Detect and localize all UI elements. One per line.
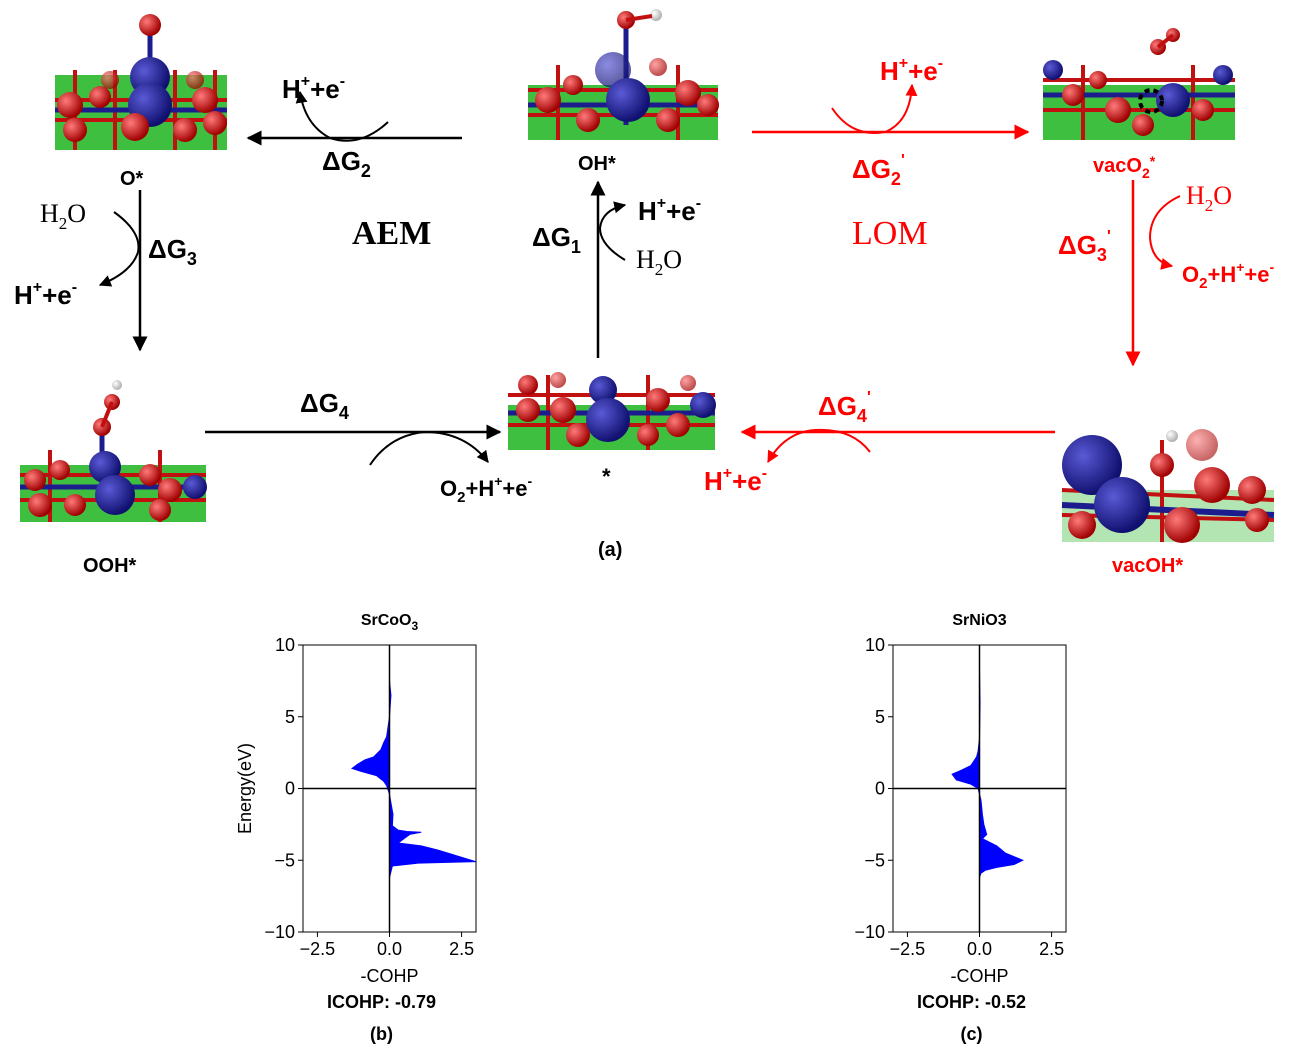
cohp-area [350,680,477,878]
aem-curl-dg3 [98,211,140,287]
species-dg2p-hplus: H++e- [880,55,943,86]
label-vac-oh-star: vacOH* [1112,555,1183,577]
species-dg1-hplus: H++e- [638,195,701,226]
y-tick-label: 10 [275,635,295,655]
species-dg3p-water: H2O [1186,181,1232,215]
panel-label-a: (a) [598,539,622,561]
y-tick-label: 0 [285,779,295,799]
icohp-value: ICOHP: -0.79 [327,992,436,1012]
species-dg3p-o2: O2+H++e- [1182,259,1275,292]
structure-vac-o2-star-image [1043,28,1235,140]
species-dg3-water: H2O [40,199,86,233]
y-tick-label: −5 [864,850,885,870]
cohp-chart-srnio3: SrNiO3 −2.5 0.0 2.5 10 5 0 −5 −10 -COHP ICOHP: -0.… [854,612,1067,1044]
y-tick-label: 10 [865,635,885,655]
y-tick-label: 5 [875,707,885,727]
lom-curl-dg2p [831,83,918,134]
structure-bare-site-image [508,372,716,450]
structure-vac-oh-star-image [1061,429,1275,543]
label-vac-o2-star: vacO2* [1093,153,1156,181]
label-dg1: ΔG1 [532,222,581,257]
y-tick-label: −5 [274,850,295,870]
label-dg3: ΔG3 [148,234,197,269]
label-ooh-star: OOH* [83,555,137,577]
species-dg4p-hplus: H++e- [704,465,767,496]
aem-curl-dg1 [598,201,627,261]
species-dg3-hplus: H++e- [14,279,77,310]
structure-ooh-star-image [20,380,207,522]
label-dg4: ΔG4 [300,388,349,423]
panel-label: (c) [961,1024,983,1044]
label-dg4p: ΔG4' [818,389,871,426]
lom-curl-dg4p [767,428,871,464]
structure-o-star-image [55,14,227,150]
label-dg2: ΔG2 [322,146,371,181]
label-aem: AEM [352,215,431,252]
x-axis-label: -COHP [951,966,1009,986]
label-dg3p: ΔG3' [1058,228,1111,265]
x-tick-label: −2.5 [890,939,926,959]
label-oh-star: OH* [578,153,616,175]
y-axis-label: Energy(eV) [235,743,255,834]
panel-label: (b) [370,1024,393,1044]
y-tick-label: −10 [854,922,885,942]
label-dg2p: ΔG2' [852,152,905,189]
y-tick-label: 5 [285,707,295,727]
species-dg4-o2: O2+H++e- [440,473,533,506]
chart-title: SrCoO3 [361,612,419,633]
x-tick-label: 0.0 [967,939,992,959]
species-dg1-water: H2O [636,245,682,279]
structure-oh-star-image [528,9,719,140]
y-tick-label: −10 [264,922,295,942]
label-lom: LOM [852,215,928,252]
aem-curl-dg4 [369,430,489,466]
cohp-area [951,673,1024,878]
species-dg2-hplus: H++e- [282,73,345,104]
x-axis-label: -COHP [361,966,419,986]
icohp-value: ICOHP: -0.52 [917,992,1026,1012]
aem-curl-dg2 [295,90,389,142]
lom-curl-dg3p [1148,195,1181,270]
x-tick-label: −2.5 [300,939,336,959]
x-tick-label: 0.0 [377,939,402,959]
cohp-chart-srcoo3: SrCoO3 −2.5 0.0 2.5 10 5 0 −5 −10 -COHP Energy(eV)… [235,612,477,1044]
y-tick-label: 0 [875,779,885,799]
chart-title: SrNiO3 [952,612,1006,629]
label-bare-site: * [602,464,611,489]
x-tick-label: 2.5 [449,939,474,959]
x-tick-label: 2.5 [1039,939,1064,959]
label-o-star: O* [120,168,144,190]
